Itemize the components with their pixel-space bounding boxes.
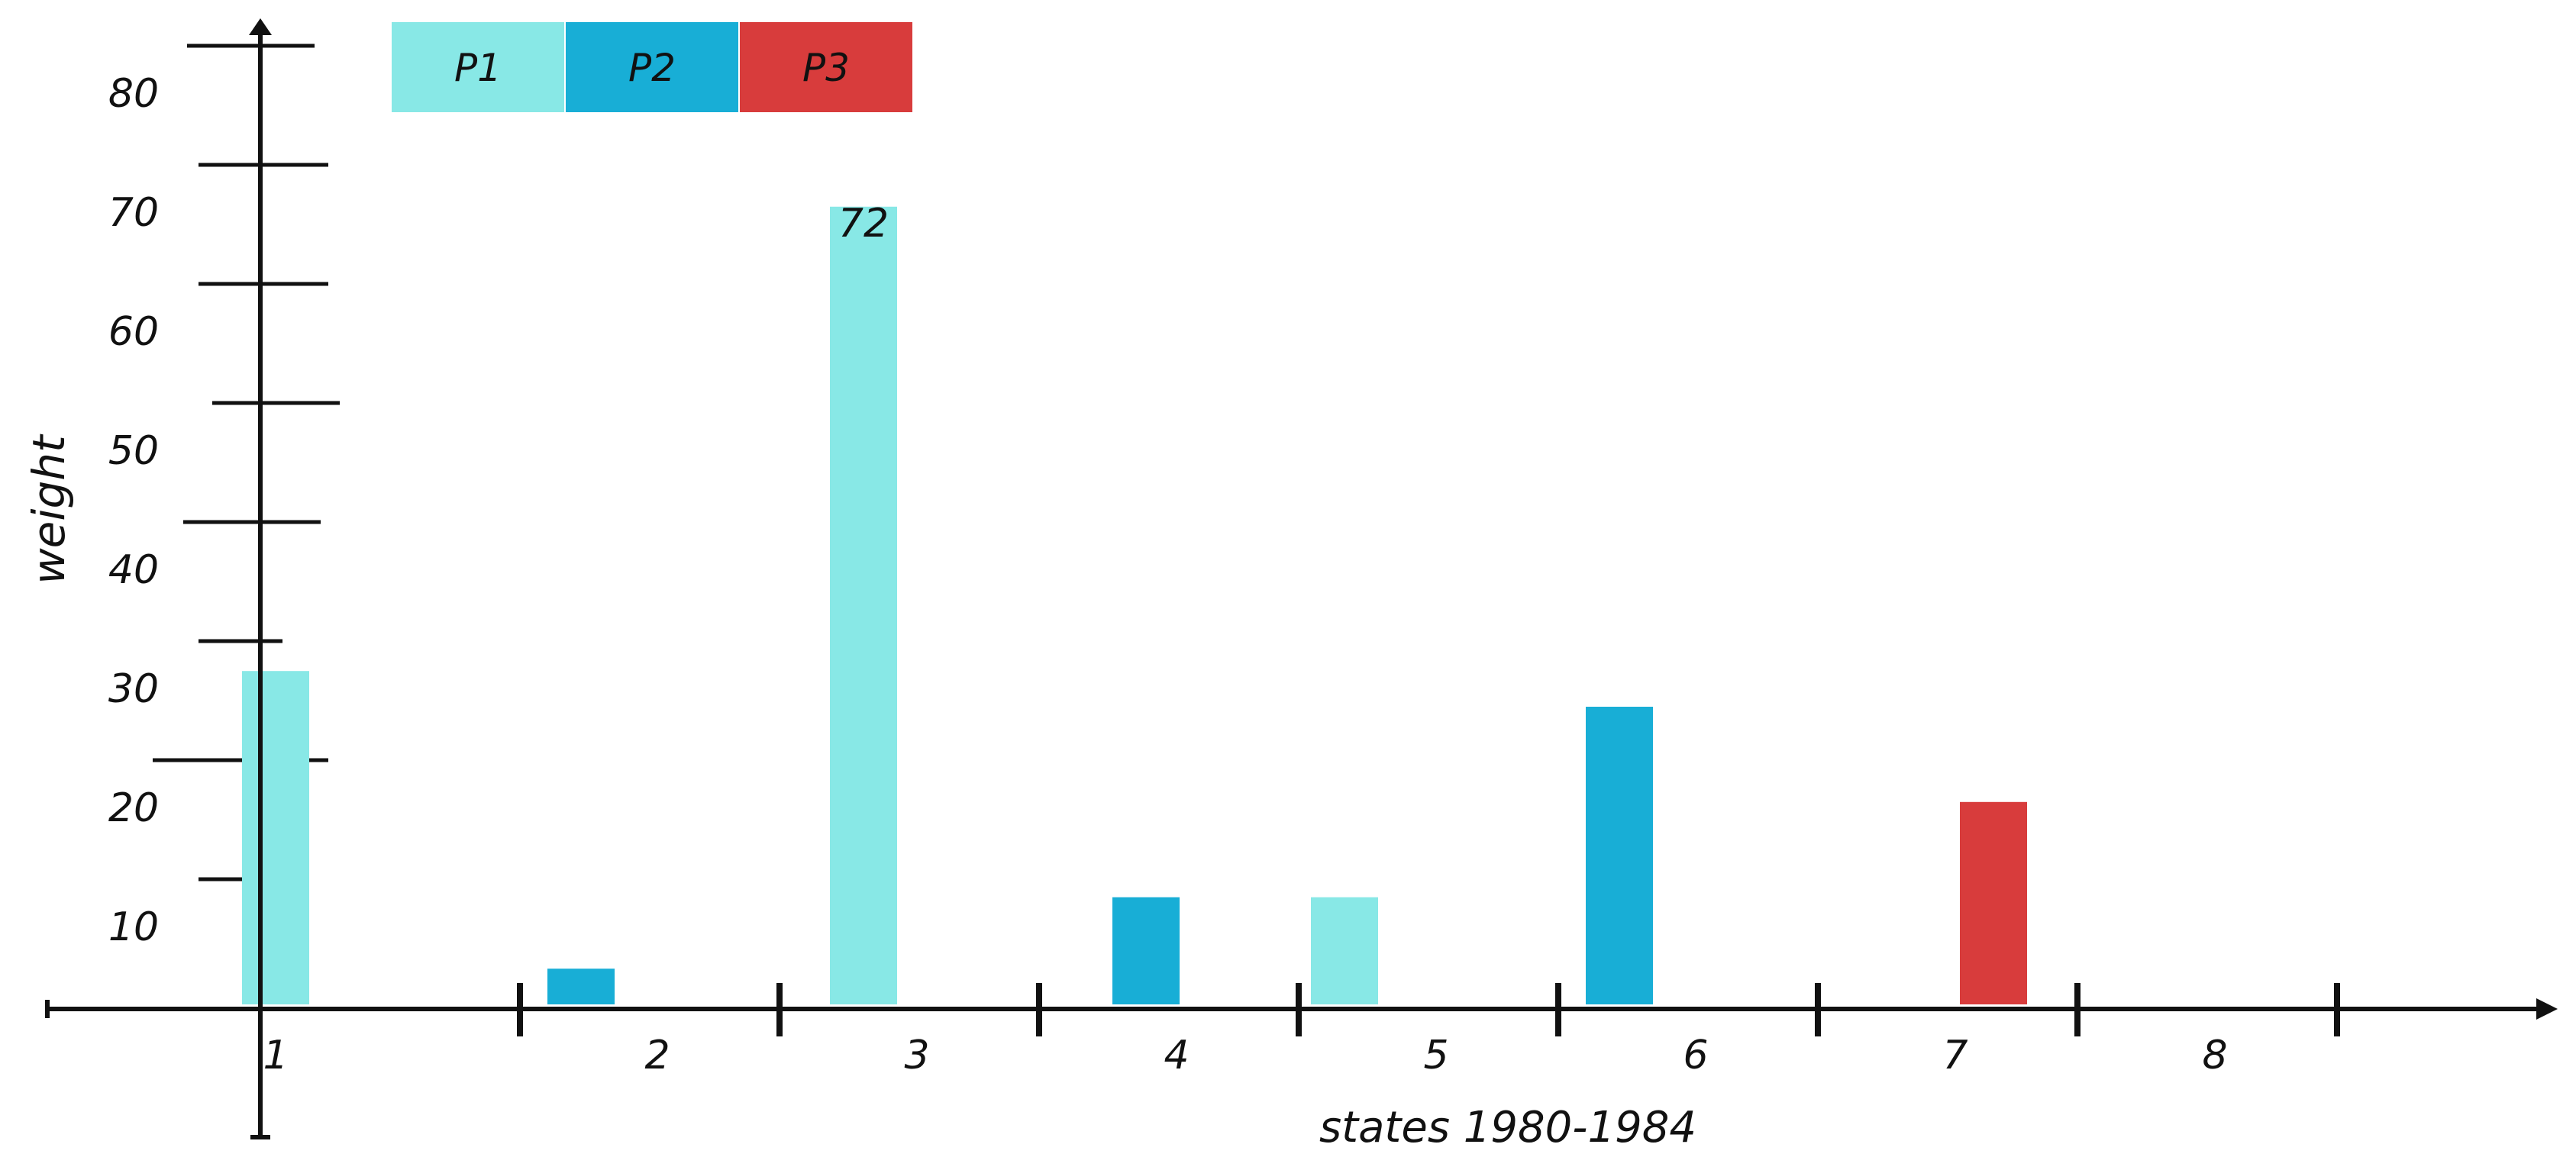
y-tick-label: 30	[108, 666, 159, 712]
y-tick-label: 80	[108, 71, 159, 117]
bar-P1-5	[1311, 897, 1378, 1004]
bar-P2-4	[1112, 897, 1180, 1004]
x-tick-label: 8	[2202, 1033, 2227, 1078]
y-axis-label: weight	[23, 434, 75, 585]
bar-P1-1	[242, 671, 309, 1004]
legend-label: P2	[628, 46, 676, 90]
legend-label: P1	[454, 46, 502, 90]
y-tick-label: 70	[108, 190, 159, 236]
bar-P2-2	[547, 969, 615, 1004]
legend-swatch-P2	[564, 21, 740, 114]
y-tick-label: 20	[108, 785, 159, 831]
x-tick-label: 3	[904, 1033, 929, 1078]
y-tick-label: 50	[108, 428, 159, 474]
y-axis-arrow	[249, 18, 272, 35]
bar-P3-7	[1960, 801, 2027, 1004]
x-tick-label: 1	[263, 1033, 288, 1078]
data-label: 72	[838, 201, 889, 247]
x-tick-label: 2	[644, 1033, 670, 1078]
bars	[242, 206, 2027, 1004]
x-tick-label: 4	[1164, 1033, 1189, 1078]
bar-P2-6	[1586, 707, 1653, 1004]
bar-P1-3	[830, 206, 897, 1004]
y-tick-label: 60	[108, 309, 159, 355]
legend-swatch-P3	[738, 21, 914, 114]
annotations: 72	[838, 201, 889, 247]
x-tick-label: 7	[1942, 1033, 1968, 1078]
y-tick-label: 40	[108, 547, 159, 593]
legend-label: P3	[802, 46, 850, 90]
x-tick-label: 6	[1683, 1033, 1708, 1078]
legend-swatch-P1	[390, 21, 566, 114]
x-axis-label: states 1980-1984	[1319, 1103, 1696, 1152]
x-tick-label: 5	[1423, 1033, 1448, 1078]
x-axis-arrow	[2536, 998, 2558, 1020]
legend: P1 P2 P3	[390, 21, 914, 114]
y-tick-label: 10	[108, 904, 159, 950]
